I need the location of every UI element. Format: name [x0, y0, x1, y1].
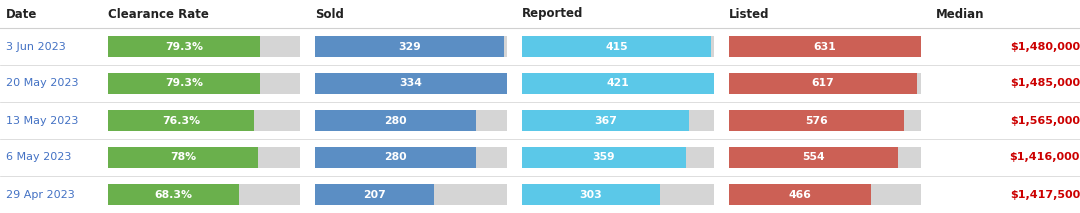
Bar: [522, 36, 712, 57]
Text: Date: Date: [6, 7, 38, 20]
Bar: [729, 110, 921, 131]
Text: 280: 280: [384, 153, 407, 163]
Bar: [729, 184, 921, 205]
Text: 631: 631: [813, 42, 836, 52]
Bar: [108, 73, 260, 94]
Bar: [315, 36, 507, 57]
Bar: [315, 184, 507, 205]
Bar: [522, 110, 689, 131]
Bar: [522, 184, 660, 205]
Bar: [729, 73, 917, 94]
Bar: [729, 36, 921, 57]
Text: 576: 576: [806, 115, 828, 125]
Text: 421: 421: [607, 79, 630, 88]
Text: Listed: Listed: [729, 7, 769, 20]
Text: 617: 617: [811, 79, 834, 88]
Text: $1,417,500: $1,417,500: [1010, 190, 1080, 200]
Text: 79.3%: 79.3%: [165, 42, 203, 52]
Bar: [729, 184, 870, 205]
Bar: [522, 110, 714, 131]
Text: 13 May 2023: 13 May 2023: [6, 115, 79, 125]
Text: 303: 303: [580, 190, 603, 200]
Text: $1,416,000: $1,416,000: [1010, 153, 1080, 163]
Bar: [0, 139, 1080, 176]
Bar: [315, 73, 507, 94]
Text: $1,480,000: $1,480,000: [1010, 42, 1080, 52]
Text: 334: 334: [400, 79, 422, 88]
Bar: [0, 65, 1080, 102]
Text: 207: 207: [363, 190, 386, 200]
Bar: [522, 184, 714, 205]
Text: $1,485,000: $1,485,000: [1010, 79, 1080, 88]
Text: 76.3%: 76.3%: [162, 115, 200, 125]
Text: Median: Median: [936, 7, 985, 20]
Bar: [108, 110, 255, 131]
Text: 6 May 2023: 6 May 2023: [6, 153, 71, 163]
Bar: [108, 36, 260, 57]
Text: 68.3%: 68.3%: [154, 190, 192, 200]
Text: 329: 329: [399, 42, 421, 52]
Bar: [522, 36, 714, 57]
Text: 78%: 78%: [170, 153, 195, 163]
Bar: [108, 184, 239, 205]
Text: 415: 415: [605, 42, 627, 52]
Bar: [108, 147, 258, 168]
Bar: [315, 147, 507, 168]
Text: Reported: Reported: [522, 7, 583, 20]
Text: 3 Jun 2023: 3 Jun 2023: [6, 42, 66, 52]
Text: 20 May 2023: 20 May 2023: [6, 79, 79, 88]
Bar: [315, 110, 476, 131]
Bar: [108, 110, 300, 131]
Text: 367: 367: [594, 115, 617, 125]
Text: 79.3%: 79.3%: [165, 79, 203, 88]
Bar: [315, 36, 504, 57]
Bar: [315, 110, 507, 131]
Bar: [315, 73, 507, 94]
Bar: [729, 36, 921, 57]
Text: 280: 280: [384, 115, 407, 125]
Text: 359: 359: [593, 153, 616, 163]
Bar: [729, 110, 904, 131]
Bar: [0, 102, 1080, 139]
Text: Clearance Rate: Clearance Rate: [108, 7, 208, 20]
Text: 29 Apr 2023: 29 Apr 2023: [6, 190, 75, 200]
Bar: [0, 176, 1080, 213]
Bar: [0, 28, 1080, 65]
Bar: [522, 147, 686, 168]
Bar: [729, 147, 897, 168]
Bar: [522, 73, 714, 94]
Bar: [315, 147, 476, 168]
Text: $1,565,000: $1,565,000: [1010, 115, 1080, 125]
Text: 466: 466: [788, 190, 811, 200]
Bar: [108, 147, 300, 168]
Text: 554: 554: [802, 153, 825, 163]
Bar: [522, 147, 714, 168]
Bar: [729, 147, 921, 168]
Bar: [108, 36, 300, 57]
Bar: [108, 73, 300, 94]
Bar: [315, 184, 434, 205]
Bar: [108, 184, 300, 205]
Bar: [729, 73, 921, 94]
Text: Sold: Sold: [315, 7, 343, 20]
Bar: [522, 73, 714, 94]
